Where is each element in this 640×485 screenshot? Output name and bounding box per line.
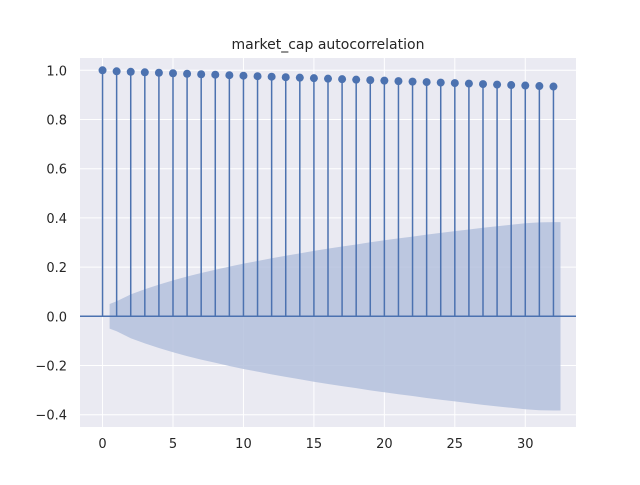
acf-marker-lag-11 (253, 72, 262, 81)
x-tick-label: 0 (98, 437, 106, 452)
acf-marker-lag-14 (295, 73, 304, 82)
acf-marker-lag-12 (267, 72, 276, 81)
acf-marker-lag-4 (154, 68, 163, 77)
acf-marker-lag-2 (126, 67, 135, 76)
tick-labels-layer: 0 5 10 15 20 25 30 −0.4 −0.2 0.0 0.2 0.4 0.6 0.8 1.0 (35, 64, 533, 452)
acf-marker-lag-29 (507, 81, 516, 90)
acf-marker-lag-27 (479, 80, 487, 89)
x-tick-label: 25 (447, 437, 464, 452)
acf-marker-lag-3 (140, 68, 149, 77)
y-tick-label: 0.6 (46, 163, 67, 178)
y-tick-label: 0.4 (46, 212, 67, 227)
acf-marker-lag-19 (366, 76, 375, 85)
y-tick-label: −0.4 (35, 409, 67, 424)
acf-marker-lag-17 (338, 75, 347, 84)
stems-layer (98, 66, 558, 317)
acf-marker-lag-0 (98, 66, 107, 75)
acf-marker-lag-8 (211, 70, 220, 79)
x-tick-label: 5 (169, 437, 177, 452)
acf-marker-lag-1 (112, 67, 121, 76)
acf-marker-lag-28 (493, 80, 502, 89)
y-tick-label: 0.8 (46, 114, 67, 129)
acf-marker-lag-6 (183, 69, 192, 78)
x-tick-label: 15 (306, 437, 323, 452)
acf-marker-lag-9 (225, 71, 234, 80)
y-tick-label: 0.0 (46, 310, 67, 325)
y-tick-label: 0.2 (46, 261, 67, 276)
chart-title: market_cap autocorrelation (232, 37, 425, 53)
acf-marker-lag-25 (450, 79, 459, 88)
acf-marker-lag-16 (324, 74, 332, 83)
acf-marker-lag-24 (436, 78, 445, 87)
acf-marker-lag-18 (352, 75, 361, 84)
x-tick-label: 20 (376, 437, 393, 452)
acf-marker-lag-10 (239, 71, 248, 80)
acf-marker-lag-23 (422, 78, 431, 87)
x-tick-label: 10 (235, 437, 252, 452)
acf-marker-lag-7 (197, 70, 206, 79)
y-tick-label: −0.2 (35, 360, 67, 375)
acf-marker-lag-13 (281, 73, 290, 82)
acf-marker-lag-15 (309, 74, 318, 83)
y-tick-label: 1.0 (46, 64, 67, 79)
x-tick-label: 30 (517, 437, 534, 452)
acf-marker-lag-30 (521, 81, 530, 90)
acf-marker-lag-31 (535, 82, 544, 91)
acf-marker-lag-22 (408, 77, 417, 86)
acf-marker-lag-21 (394, 77, 403, 86)
acf-marker-lag-32 (549, 82, 558, 91)
acf-marker-lag-26 (464, 79, 473, 88)
acf-marker-lag-20 (380, 76, 389, 85)
acf-marker-lag-5 (169, 69, 177, 78)
